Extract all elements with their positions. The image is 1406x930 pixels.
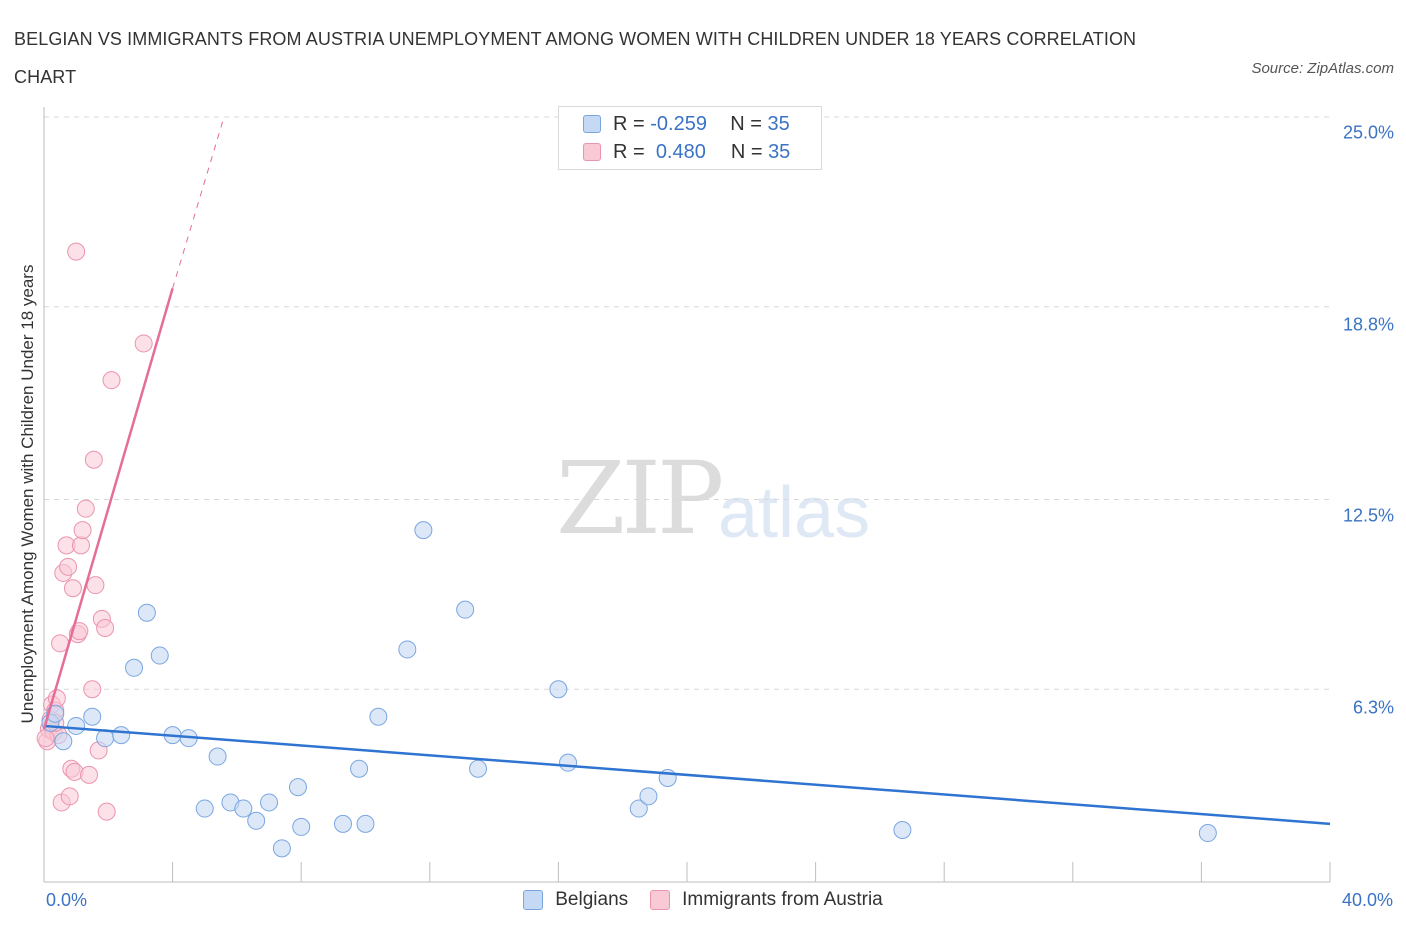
legend-row-austria: R = 0.480 N = 35: [583, 138, 790, 166]
austria-point: [84, 450, 103, 469]
r-label: R =: [613, 112, 645, 135]
austria-swatch: [583, 143, 601, 161]
legend-item-austria[interactable]: Immigrants from Austria: [650, 889, 883, 911]
belgians-point: [469, 759, 488, 778]
belgians-point: [639, 787, 658, 806]
belgians-point: [369, 707, 388, 726]
belgians-point: [414, 521, 433, 540]
watermark-zip: ZIP: [556, 440, 724, 557]
belgians-point: [292, 817, 311, 836]
y-axis-label: Unemployment Among Women with Children U…: [18, 264, 37, 724]
legend-row-belgians: R = -0.259 N = 35: [583, 110, 790, 138]
n-label: N =: [730, 140, 763, 163]
legend-label-austria: Immigrants from Austria: [682, 889, 883, 910]
belgians-point: [208, 747, 227, 766]
belgians-point: [288, 778, 307, 797]
austria-point: [60, 787, 79, 806]
austria-point: [67, 242, 86, 261]
austria-point: [59, 557, 78, 576]
belgians-trend-line: [43, 724, 1331, 826]
belgians-point: [350, 759, 369, 778]
austria-point: [96, 619, 115, 638]
belgians-point: [629, 799, 648, 818]
belgians-point: [333, 814, 352, 833]
n-value: 35: [768, 140, 791, 163]
r-value: 0.480: [655, 140, 706, 163]
austria-point: [80, 765, 99, 784]
austria-point: [97, 802, 116, 821]
source-label: Source: ZipAtlas.com: [1251, 60, 1394, 77]
belgians-legend-swatch: [523, 890, 544, 910]
x-tick-label-min: 0.0%: [46, 890, 88, 910]
x-tick-label-max: 40.0%: [1341, 890, 1393, 910]
n-label: N =: [730, 112, 762, 135]
belgians-point: [125, 658, 144, 677]
series-legend: Belgians Immigrants from Austria: [0, 889, 1406, 911]
austria-point: [102, 371, 121, 390]
watermark-atlas: atlas: [718, 473, 871, 553]
austria-point: [36, 729, 55, 748]
r-value: -0.259: [650, 112, 707, 135]
belgians-point: [234, 799, 253, 818]
austria-legend-swatch: [650, 890, 671, 910]
belgians-point: [112, 726, 131, 745]
belgians-point: [272, 839, 291, 858]
belgians-point: [549, 680, 568, 699]
austria-point: [83, 680, 102, 699]
belgians-point: [54, 732, 73, 751]
y-tick-label: 12.5%: [1342, 505, 1394, 526]
austria-trend-extension: [172, 116, 225, 289]
y-tick-label: 6.3%: [1352, 697, 1394, 718]
belgians-point: [137, 603, 156, 622]
austria-point: [134, 334, 153, 353]
belgians-point: [356, 814, 375, 833]
belgians-point: [83, 707, 102, 726]
belgians-point: [398, 640, 417, 659]
austria-point: [86, 576, 105, 595]
r-label: R =: [613, 140, 645, 163]
y-tick-label: 18.8%: [1342, 314, 1394, 335]
belgians-point: [456, 600, 475, 619]
chart-title: BELGIAN VS IMMIGRANTS FROM AUSTRIA UNEMP…: [14, 29, 1137, 87]
austria-point: [76, 499, 95, 518]
belgians-point: [247, 811, 266, 830]
austria-point: [63, 579, 82, 598]
austria-point: [71, 536, 90, 555]
legend-label-belgians: Belgians: [555, 889, 629, 910]
austria-trend-line: [42, 288, 174, 730]
austria-point: [73, 521, 92, 540]
y-tick-label: 25.0%: [1342, 122, 1394, 143]
belgians-point: [150, 646, 169, 665]
correlation-legend: R = -0.259 N = 35 R = 0.480 N = 35: [558, 106, 822, 170]
belgians-point: [559, 753, 578, 772]
legend-item-belgians[interactable]: Belgians: [523, 889, 628, 911]
n-value: 35: [767, 112, 790, 135]
belgians-point: [195, 799, 214, 818]
belgians-point: [893, 820, 912, 839]
belgians-point: [1198, 824, 1217, 843]
belgians-swatch: [583, 115, 601, 133]
belgians-point: [67, 716, 86, 735]
belgians-point: [260, 793, 279, 812]
